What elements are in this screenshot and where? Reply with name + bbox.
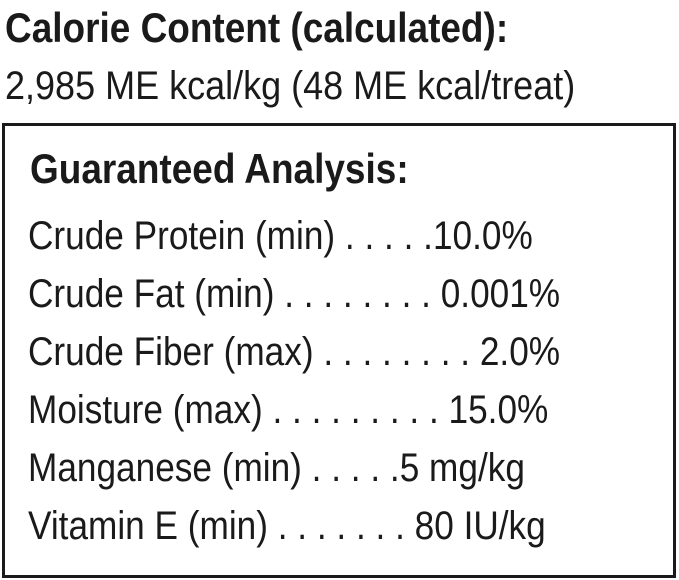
row-value: 80 IU/kg [414,504,546,548]
row-value: 0.001% [440,272,561,316]
row-dots: . . . . . [301,446,400,490]
calorie-content-value: 2,985 ME kcal/kg (48 ME kcal/treat) [5,64,576,108]
row-value: 2.0% [479,330,561,374]
row-label: Crude Fiber (max) [28,330,314,374]
analysis-row-vitamin-e: Vitamin E (min) . . . . . . . 80 IU/kg [28,504,546,549]
row-value: 10.0% [432,214,533,258]
row-dots: . . . . . . . . [313,330,480,374]
row-label: Crude Fat (min) [28,272,275,316]
row-label: Vitamin E (min) [28,504,268,548]
analysis-row-moisture: Moisture (max) . . . . . . . . . 15.0% [28,388,548,433]
analysis-row-manganese: Manganese (min) . . . . .5 mg/kg [28,446,525,491]
row-label: Manganese (min) [28,446,302,490]
analysis-row-crude-protein: Crude Protein (min) . . . . .10.0% [28,214,533,259]
row-dots: . . . . . [335,214,433,258]
row-dots: . . . . . . . . . [262,388,449,432]
analysis-row-crude-fat: Crude Fat (min) . . . . . . . . 0.001% [28,272,560,317]
row-value: 5 mg/kg [399,446,525,490]
row-dots: . . . . . . . . [274,272,441,316]
guaranteed-analysis-box [2,123,676,578]
row-value: 15.0% [448,388,549,432]
calorie-content-title: Calorie Content (calculated): [5,4,509,51]
analysis-row-crude-fiber: Crude Fiber (max) . . . . . . . . 2.0% [28,330,560,375]
row-dots: . . . . . . . [267,504,415,548]
row-label: Crude Protein (min) [28,214,336,258]
row-label: Moisture (max) [28,388,263,432]
guaranteed-analysis-heading: Guaranteed Analysis: [30,145,409,192]
